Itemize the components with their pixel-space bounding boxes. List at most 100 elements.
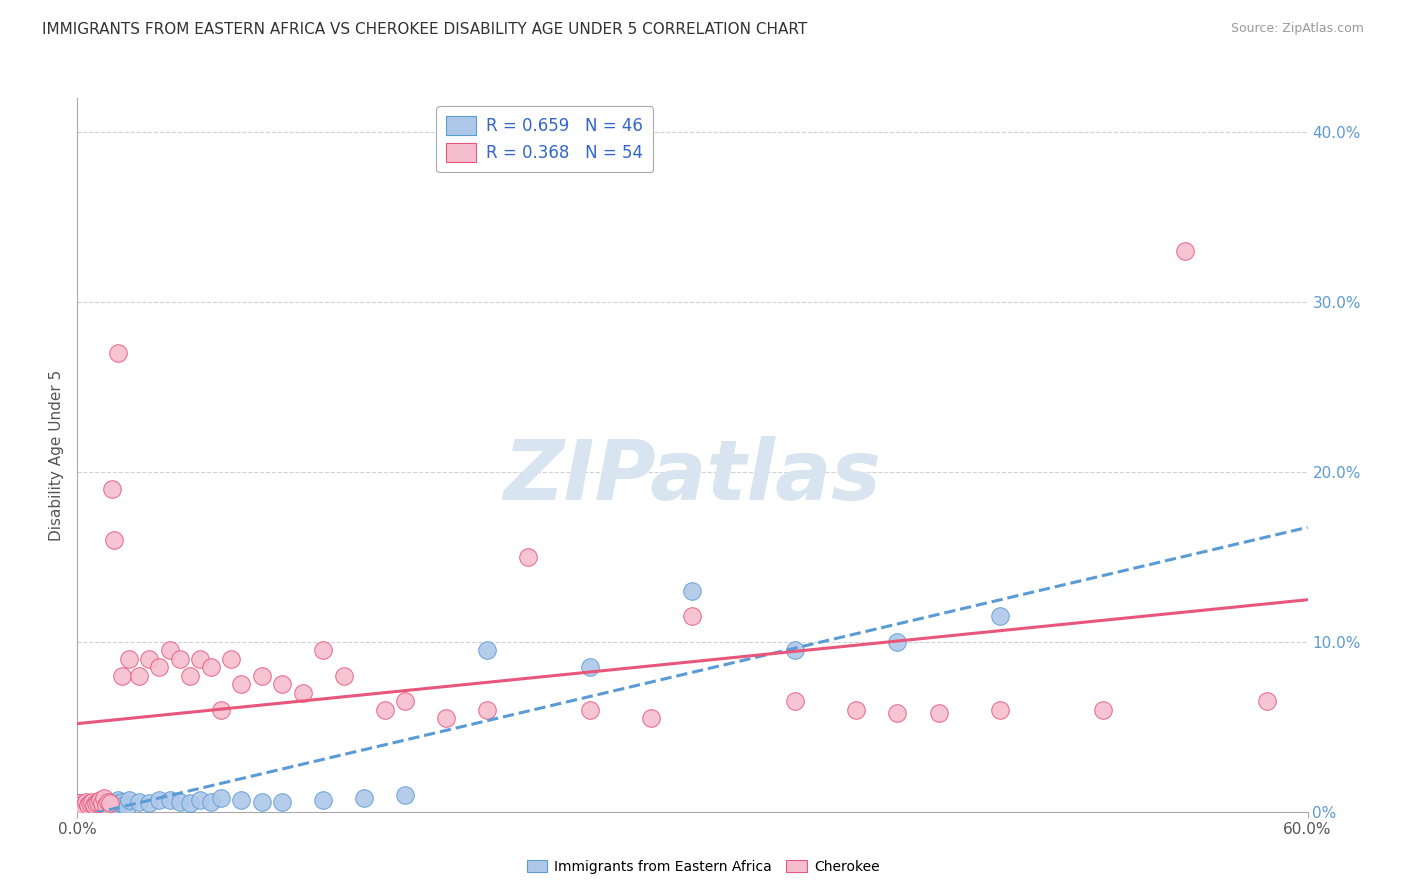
Point	[477, 643, 499, 657]
Point	[101, 482, 124, 496]
Point	[845, 703, 868, 717]
Point	[291, 686, 314, 700]
Legend: Immigrants from Eastern Africa, Cherokee: Immigrants from Eastern Africa, Cherokee	[520, 853, 886, 880]
Text: ZIPatlas: ZIPatlas	[503, 436, 882, 516]
Point	[87, 799, 110, 814]
Point	[79, 801, 101, 815]
Point	[83, 797, 105, 812]
Point	[83, 797, 105, 812]
Point	[103, 795, 125, 809]
Point	[988, 703, 1011, 717]
Point	[271, 677, 294, 691]
Point	[333, 669, 356, 683]
Point	[76, 797, 98, 812]
Point	[90, 799, 114, 814]
Point	[682, 609, 704, 624]
Point	[94, 797, 117, 812]
Point	[374, 703, 396, 717]
Point	[93, 796, 115, 810]
Point	[107, 793, 129, 807]
Point	[148, 793, 170, 807]
Point	[72, 801, 94, 815]
Point	[80, 795, 103, 809]
Point	[94, 799, 117, 814]
Point	[117, 793, 139, 807]
Point	[886, 635, 908, 649]
Point	[89, 797, 111, 812]
Point	[640, 711, 662, 725]
Point	[169, 795, 191, 809]
Point	[783, 694, 806, 708]
Point	[80, 799, 103, 814]
Point	[1256, 694, 1278, 708]
Point	[928, 706, 950, 721]
Point	[231, 793, 253, 807]
Point	[75, 797, 97, 812]
Point	[783, 643, 806, 657]
Point	[436, 711, 458, 725]
Point	[90, 796, 114, 810]
Point	[98, 796, 121, 810]
Point	[353, 791, 375, 805]
Point	[84, 801, 107, 815]
Point	[70, 799, 93, 814]
Point	[394, 694, 416, 708]
Point	[200, 795, 222, 809]
Point	[107, 346, 129, 360]
Point	[179, 796, 201, 810]
Point	[312, 643, 335, 657]
Point	[179, 669, 201, 683]
Point	[250, 795, 273, 809]
Point	[115, 799, 138, 814]
Point	[231, 677, 253, 691]
Point	[110, 796, 132, 810]
Point	[988, 609, 1011, 624]
Point	[682, 583, 704, 598]
Point	[579, 660, 602, 674]
Text: IMMIGRANTS FROM EASTERN AFRICA VS CHEROKEE DISABILITY AGE UNDER 5 CORRELATION CH: IMMIGRANTS FROM EASTERN AFRICA VS CHEROK…	[42, 22, 807, 37]
Legend: R = 0.659   N = 46, R = 0.368   N = 54: R = 0.659 N = 46, R = 0.368 N = 54	[436, 106, 654, 172]
Point	[70, 797, 93, 812]
Point	[117, 652, 139, 666]
Point	[169, 652, 191, 666]
Point	[98, 796, 121, 810]
Point	[517, 549, 540, 564]
Point	[188, 793, 212, 807]
Point	[72, 799, 94, 814]
Point	[148, 660, 170, 674]
Point	[209, 791, 232, 805]
Point	[79, 796, 101, 810]
Point	[159, 793, 181, 807]
Point	[103, 533, 125, 547]
Point	[101, 799, 124, 814]
Point	[138, 652, 160, 666]
Point	[579, 703, 602, 717]
Point	[886, 706, 908, 721]
Point	[1091, 703, 1114, 717]
Point	[75, 795, 97, 809]
Point	[312, 793, 335, 807]
Point	[477, 703, 499, 717]
Point	[188, 652, 212, 666]
Point	[271, 795, 294, 809]
Point	[97, 795, 120, 809]
Point	[67, 796, 90, 810]
Point	[105, 797, 128, 812]
Point	[93, 791, 115, 805]
Point	[89, 793, 111, 807]
Point	[159, 643, 181, 657]
Text: Source: ZipAtlas.com: Source: ZipAtlas.com	[1230, 22, 1364, 36]
Point	[138, 796, 160, 810]
Point	[394, 788, 416, 802]
Point	[111, 795, 134, 809]
Point	[87, 795, 110, 809]
Point	[128, 795, 150, 809]
Point	[200, 660, 222, 674]
Point	[250, 669, 273, 683]
Point	[67, 796, 90, 810]
Point	[1174, 244, 1197, 258]
Point	[84, 796, 107, 810]
Point	[76, 799, 98, 814]
Point	[209, 703, 232, 717]
Point	[111, 669, 134, 683]
